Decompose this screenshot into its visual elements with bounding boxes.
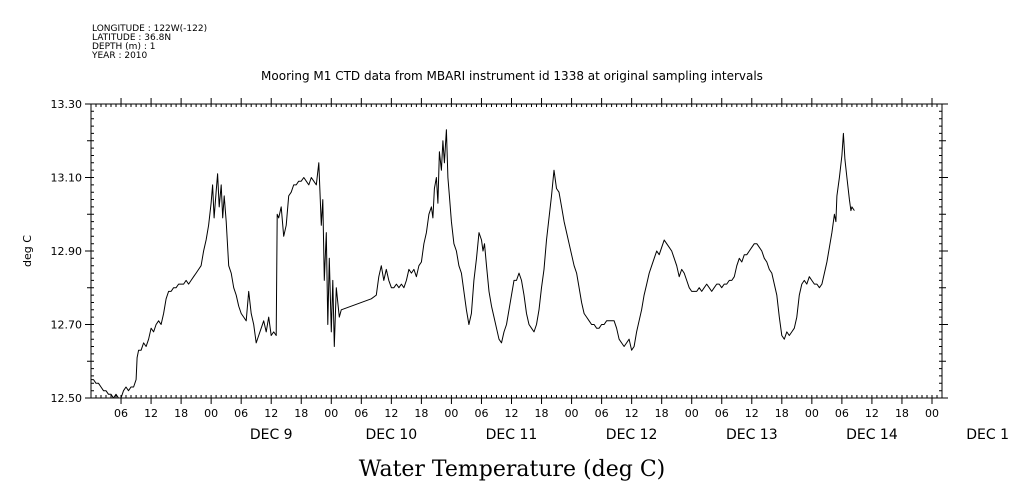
- x-tick-label: 00: [565, 407, 579, 420]
- y-tick-label: 12.50: [51, 392, 83, 405]
- x-tick-label: 06: [835, 407, 849, 420]
- plot-area: [91, 129, 855, 399]
- x-tick-label: 18: [535, 407, 549, 420]
- x-tick-label: 00: [444, 407, 458, 420]
- x-tick-label: 12: [865, 407, 879, 420]
- longitude-text: LONGITUDE : 122W(-122): [92, 24, 207, 34]
- chart-metadata: LONGITUDE : 122W(-122) LATITUDE : 36.8N …: [91, 24, 207, 61]
- day-label: DEC 14: [846, 427, 898, 443]
- x-tick-label: 06: [114, 407, 128, 420]
- y-tick-label: 13.10: [51, 172, 83, 185]
- day-labels: DEC 9 DEC 10 DEC 11 DEC 12 DEC 13 DEC 14 DEC 1…: [250, 427, 1009, 443]
- year-text: YEAR : 2010: [91, 51, 148, 61]
- x-tick-label: 12: [144, 407, 158, 420]
- x-tick-label: 18: [655, 407, 669, 420]
- x-tick-label: 06: [715, 407, 729, 420]
- x-tick-label: 06: [595, 407, 609, 420]
- day-label: DEC 12: [606, 427, 658, 443]
- x-tick-label: 12: [264, 407, 278, 420]
- day-label: DEC 9: [250, 427, 293, 443]
- minor-tick-marks: [90, 103, 943, 399]
- x-axis-label: Water Temperature (deg C): [359, 457, 666, 482]
- x-tick-label: 18: [294, 407, 308, 420]
- x-tick-label: 18: [775, 407, 789, 420]
- x-tick-label: 18: [174, 407, 188, 420]
- x-tick-label: 12: [745, 407, 759, 420]
- x-tick-label: 12: [504, 407, 518, 420]
- x-tick-label: 00: [925, 407, 939, 420]
- x-tick-label: 18: [414, 407, 428, 420]
- x-tick-label: 06: [234, 407, 248, 420]
- y-tick-label: 12.70: [51, 319, 83, 332]
- y-axis-label: deg C: [21, 235, 34, 267]
- x-tick-label: 12: [384, 407, 398, 420]
- x-tick-label: 00: [324, 407, 338, 420]
- x-tick-label: 00: [204, 407, 218, 420]
- x-tick-label: 00: [805, 407, 819, 420]
- x-tick-label: 12: [625, 407, 639, 420]
- day-label: DEC 10: [366, 427, 418, 443]
- minor-ticks: [90, 103, 943, 399]
- day-label: DEC 11: [486, 427, 538, 443]
- y-tick-label: 13.30: [51, 98, 83, 111]
- depth-text: DEPTH (m) : 1: [92, 42, 155, 52]
- x-tick-label: 06: [474, 407, 488, 420]
- x-tick-label: 06: [354, 407, 368, 420]
- x-tick-label: 00: [685, 407, 699, 420]
- x-axis-ticks: 06 12 18 00 06 12 18 00 06 12 18 00 06 12 18 00 06 12 18 00…: [114, 98, 939, 420]
- y-axis-ticks: 12.50 12.70 12.90 13.10 13.30: [51, 98, 948, 405]
- day-label: DEC 13: [726, 427, 778, 443]
- latitude-text: LATITUDE : 36.8N: [92, 33, 171, 43]
- y-tick-label: 12.90: [51, 245, 83, 258]
- series-line-0: [91, 129, 855, 399]
- chart-title: Mooring M1 CTD data from MBARI instrumen…: [261, 69, 763, 83]
- x-tick-label: 18: [895, 407, 909, 420]
- day-label: DEC 15: [966, 427, 1009, 443]
